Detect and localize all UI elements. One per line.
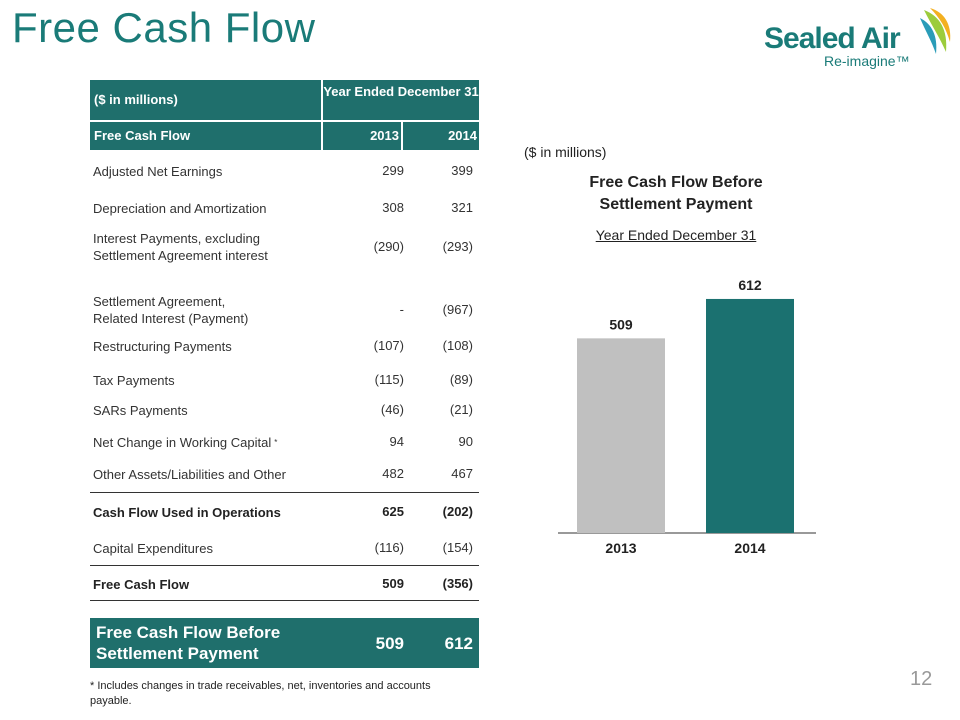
footnote: * Includes changes in trade receivables,… xyxy=(90,680,431,707)
value-2013: 299 xyxy=(382,163,404,178)
value-2013: (290) xyxy=(373,239,404,254)
row-label: Tax Payments xyxy=(93,373,175,388)
footnote-marker: * xyxy=(274,438,278,447)
value-2013: (116) xyxy=(374,540,404,555)
logo-tagline: Re-imagine™ xyxy=(824,53,910,69)
chart-units: ($ in millions) xyxy=(524,144,607,160)
row-label: Restructuring Payments xyxy=(93,339,232,354)
chart-title-line2: Settlement Payment xyxy=(599,196,753,213)
row-label: Capital Expenditures xyxy=(93,541,213,556)
divider xyxy=(90,600,479,601)
summary-row: Free Cash Flow Before Settlement Payment… xyxy=(90,618,479,668)
divider xyxy=(90,492,479,493)
value-2013: - xyxy=(399,302,404,317)
year-2014-header: 2014 xyxy=(403,122,479,150)
row-label-line2: Settlement Agreement interest xyxy=(93,248,268,263)
value-2013: (107) xyxy=(373,338,404,353)
data-label-2014: 612 xyxy=(738,277,762,293)
table-subheader: Free Cash Flow 2013 2014 xyxy=(90,122,479,150)
value-2014: (154) xyxy=(442,540,473,555)
row-label-line1: Interest Payments, excluding xyxy=(93,231,260,246)
data-label-2013: 509 xyxy=(609,316,633,332)
company-logo: Sealed Air Re-imagine™ xyxy=(762,8,952,74)
row-label-text: Net Change in Working Capital xyxy=(93,435,272,450)
row-label: Adjusted Net Earnings xyxy=(93,164,223,179)
bar-chart: 509 2013 612 2014 xyxy=(558,277,816,556)
year-2013-header: 2013 xyxy=(323,122,401,150)
value-2013: 308 xyxy=(382,200,404,215)
row-label: Cash Flow Used in Operations xyxy=(93,505,281,520)
value-2014: (202) xyxy=(442,504,473,519)
summary-label: Free Cash Flow Before Settlement Payment xyxy=(96,622,280,664)
value-2014: (108) xyxy=(442,338,473,353)
summary-label-line2: Settlement Payment xyxy=(96,644,259,663)
value-2014: (967) xyxy=(442,302,473,317)
value-2014: 90 xyxy=(458,434,473,449)
row-label-line2: Related Interest (Payment) xyxy=(93,311,249,326)
summary-label-line1: Free Cash Flow Before xyxy=(96,623,281,642)
value-2014: 321 xyxy=(451,200,473,215)
chart-title: Free Cash Flow Before Settlement Payment xyxy=(556,172,796,216)
value-2013: (46) xyxy=(380,402,404,417)
value-2014: 399 xyxy=(451,163,473,178)
units-header: ($ in millions) xyxy=(90,80,321,120)
value-2013: (115) xyxy=(374,372,404,387)
category-label-2014: 2014 xyxy=(734,540,765,556)
value-2014: (356) xyxy=(442,576,473,591)
row-label: Settlement Agreement, Related Interest (… xyxy=(93,293,248,327)
page-number: 12 xyxy=(910,668,933,690)
table-header: ($ in millions) Year Ended December 31 xyxy=(90,80,479,120)
period-header: Year Ended December 31 xyxy=(323,80,479,120)
logo-wordmark: Sealed Air xyxy=(764,22,901,55)
category-label-2013: 2013 xyxy=(605,540,636,556)
row-label: Other Assets/Liabilities and Other xyxy=(93,467,286,482)
subheader-label: Free Cash Flow xyxy=(90,122,321,150)
page-title: Free Cash Flow xyxy=(12,4,316,51)
chart-subtitle: Year Ended December 31 xyxy=(595,227,757,243)
summary-value-2014: 612 xyxy=(444,634,473,653)
value-2013: 94 xyxy=(389,434,404,449)
row-label: SARs Payments xyxy=(93,403,188,418)
divider xyxy=(90,565,479,566)
value-2013: 509 xyxy=(382,576,404,591)
sail-logo-icon xyxy=(920,8,951,54)
bar-2013 xyxy=(577,338,665,533)
row-label: Net Change in Working Capital * xyxy=(93,434,277,451)
value-2014: (89) xyxy=(449,372,473,387)
chart-title-line1: Free Cash Flow Before xyxy=(589,174,763,191)
row-label: Depreciation and Amortization xyxy=(93,201,267,216)
bar-2014 xyxy=(706,298,794,533)
value-2014: (293) xyxy=(442,239,473,254)
value-2013: 482 xyxy=(382,466,404,481)
value-2014: 467 xyxy=(451,466,473,481)
row-label: Free Cash Flow xyxy=(93,577,190,592)
summary-value-2013: 509 xyxy=(375,634,404,653)
row-label-line1: Settlement Agreement, xyxy=(93,294,226,309)
value-2013: 625 xyxy=(382,504,404,519)
value-2014: (21) xyxy=(449,402,473,417)
row-label: Interest Payments, excluding Settlement … xyxy=(93,230,268,264)
